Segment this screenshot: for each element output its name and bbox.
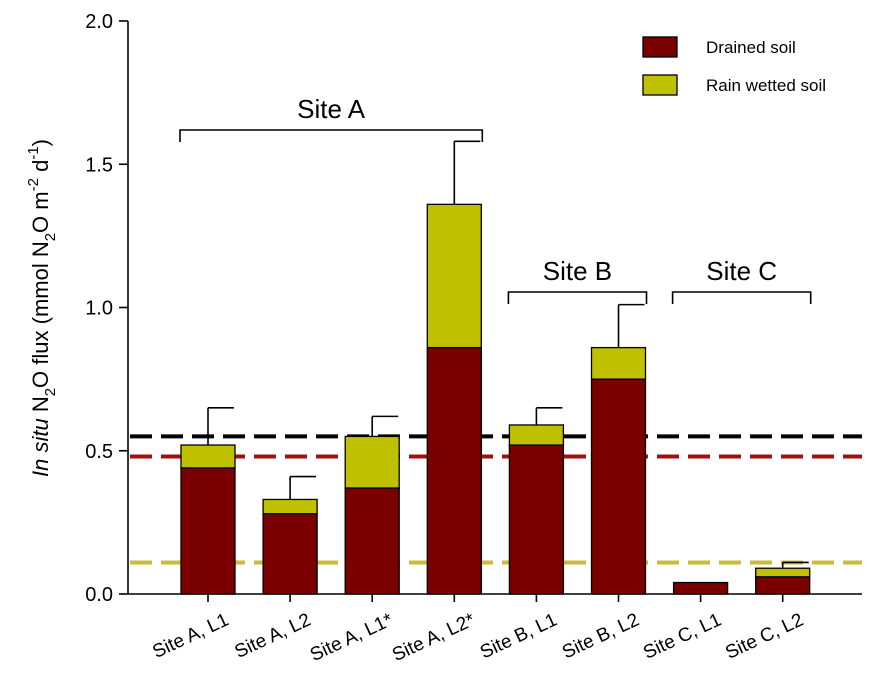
y-tick-label: 1.5 xyxy=(85,154,113,176)
y-tick-label: 2.0 xyxy=(85,11,113,33)
category-label: Site C, L2 xyxy=(722,609,806,663)
legend-label: Rain wetted soil xyxy=(706,76,826,95)
y-axis-label: In situ N2O flux (mmol N2O m-2 d-1) xyxy=(25,139,59,477)
bar-rain-wetted xyxy=(344,435,400,489)
legend-swatch xyxy=(642,36,678,58)
bar-rain-wetted xyxy=(755,567,811,578)
bar-drained xyxy=(426,346,482,595)
category-label: Site B, L2 xyxy=(559,609,643,663)
y-tick-label: 1.0 xyxy=(85,298,113,320)
bar-drained xyxy=(180,467,236,595)
bar-rain-wetted xyxy=(426,203,482,349)
category-label: Site A, L1* xyxy=(307,609,397,666)
group-bracket xyxy=(179,129,484,142)
category-label: Site A, L1 xyxy=(150,609,233,662)
y-tick-label: 0.0 xyxy=(85,584,113,606)
group-brackets: Site A Site B Site C xyxy=(179,94,812,304)
group-bracket xyxy=(671,291,812,304)
y-axis-title: In situ N2O flux (mmol N2O m-2 d-1) xyxy=(25,139,59,477)
bar-rain-wetted xyxy=(262,498,318,515)
bar-rain-wetted xyxy=(180,444,236,469)
group-bracket xyxy=(507,291,648,304)
group-label: Site B xyxy=(543,256,612,286)
legend-label: Drained soil xyxy=(706,38,796,57)
bar-rain-wetted xyxy=(590,346,647,380)
bar-drained xyxy=(672,581,729,595)
group-label: Site C xyxy=(706,256,777,286)
error-bars xyxy=(207,140,809,569)
legend-swatch xyxy=(642,74,678,96)
group-label: Site A xyxy=(297,94,366,124)
axes: 0.0 0.5 1.0 1.5 2.0 xyxy=(85,11,862,606)
legend: Drained soil Rain wetted soil xyxy=(642,36,826,96)
category-label: Site C, L1 xyxy=(640,609,724,663)
category-label: Site A, L2* xyxy=(389,609,479,666)
category-label: Site B, L1 xyxy=(477,609,561,663)
bar-drained xyxy=(755,576,811,595)
bar-drained xyxy=(590,378,647,595)
bar-drained xyxy=(508,444,565,595)
bars xyxy=(180,203,811,595)
reference-lines xyxy=(130,434,862,565)
bar-drained xyxy=(262,513,318,595)
bar-rain-wetted xyxy=(508,424,565,446)
bar-drained xyxy=(344,487,400,595)
y-tick-label: 0.5 xyxy=(85,441,113,463)
category-label: Site A, L2 xyxy=(232,609,315,662)
